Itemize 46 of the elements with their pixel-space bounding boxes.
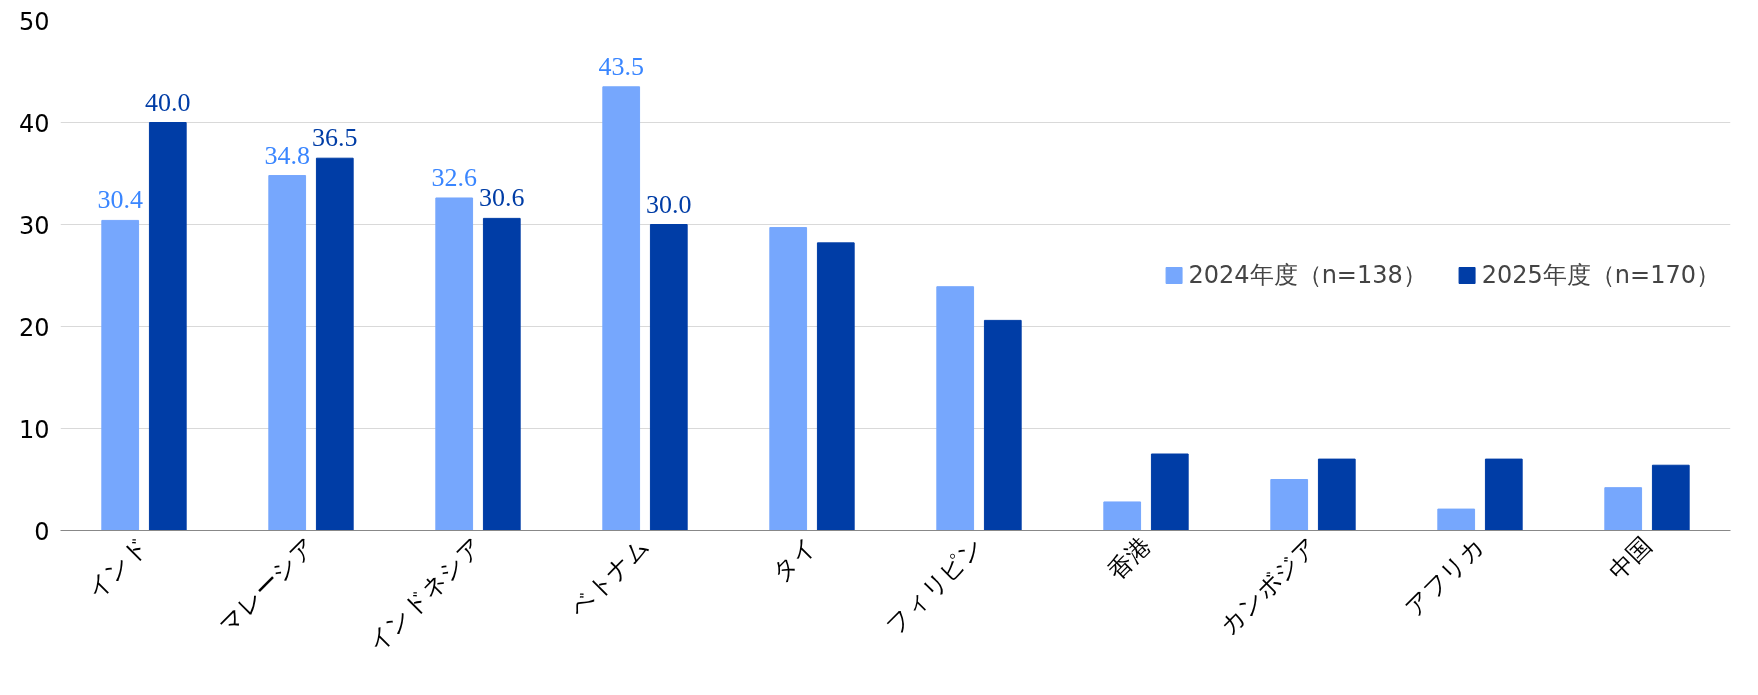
y-tick-label: 50 [18, 7, 50, 36]
y-tick-label: 40 [18, 109, 50, 138]
x-tick-label: インドネシア [362, 531, 488, 658]
legend-label: 2024年度（n=138） [1188, 260, 1427, 291]
x-tick-label: マレーシア [213, 531, 321, 640]
bar [148, 122, 187, 531]
x-tick-label: ベトナム [564, 531, 655, 623]
bar [1437, 508, 1476, 531]
bar [769, 227, 808, 531]
bar [816, 242, 855, 531]
bar [1270, 479, 1309, 531]
bar [268, 175, 307, 531]
y-tick-label: 20 [18, 313, 50, 342]
bar [101, 219, 140, 531]
data-label: 30.4 [97, 185, 143, 215]
x-tick-label: アフリカ [1399, 531, 1490, 623]
data-label: 30.0 [646, 189, 692, 219]
y-tick-label: 0 [34, 517, 50, 546]
data-label: 34.8 [264, 140, 310, 170]
bar [1317, 458, 1356, 531]
data-label: 40.0 [145, 87, 191, 117]
bar [1103, 501, 1142, 531]
bar [1604, 487, 1643, 531]
bar [649, 224, 688, 531]
bar [983, 319, 1022, 531]
bar [1484, 458, 1523, 531]
bar [1651, 464, 1690, 531]
x-tick-label: 中国 [1603, 531, 1657, 586]
bar [482, 217, 521, 531]
y-tick-label: 30 [18, 211, 50, 240]
y-tick-label: 10 [18, 415, 50, 444]
data-label: 32.6 [431, 162, 477, 192]
x-tick-label: カンボジア [1214, 531, 1323, 640]
bar [1150, 453, 1189, 531]
bar [315, 157, 354, 531]
bar [602, 86, 641, 531]
legend-label: 2025年度（n=170） [1481, 260, 1720, 291]
x-tick-label: 香港 [1102, 531, 1156, 586]
bar [936, 286, 975, 531]
x-tick-label: フィリピン [880, 531, 989, 640]
data-label: 43.5 [598, 51, 644, 81]
data-label: 36.5 [312, 123, 358, 153]
x-tick-label: タイ [766, 531, 822, 587]
bar [435, 197, 474, 531]
data-label: 30.6 [479, 183, 525, 213]
x-tick-label: インド [81, 531, 154, 605]
